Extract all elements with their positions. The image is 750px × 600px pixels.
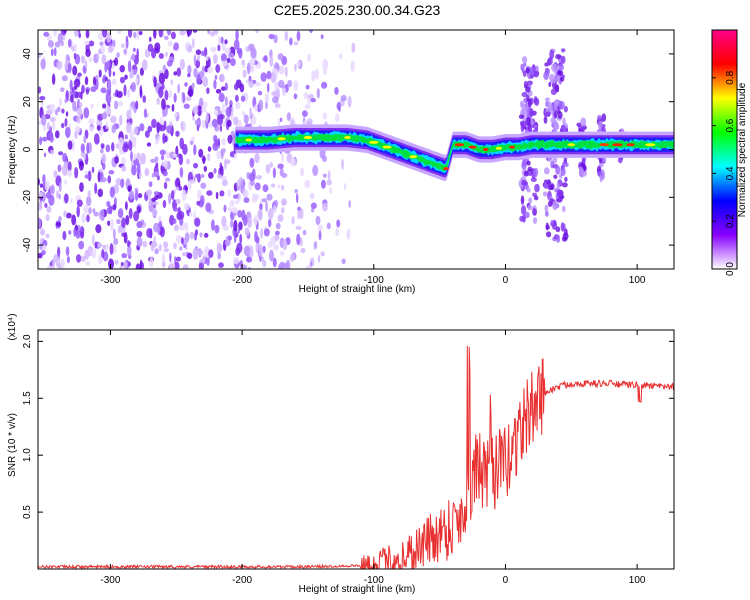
ridge-hotspots (245, 136, 656, 171)
signal-ridge (235, 124, 674, 182)
y-tick-label: -40 (22, 237, 33, 252)
colorbar-tick-label: 0.0 (725, 262, 736, 276)
colorbar-tick-label: 0.8 (725, 70, 736, 84)
noise-speckles (38, 30, 356, 269)
y-tick-label: -20 (22, 190, 33, 205)
snr-y-multiplier: (x10⁴) (7, 313, 18, 340)
x-tick-label: -100 (364, 275, 384, 286)
colorbar-ticks: 0.0 0.2 0.4 0.6 0.8 (712, 70, 736, 276)
y-tick-label: 20 (22, 96, 33, 108)
spectrogram-y-ticks: -40 -20 0 20 40 (22, 48, 674, 252)
x-tick-label: 100 (629, 275, 646, 286)
x-tick-label: 0 (503, 275, 509, 286)
snr-y-ticks: 0.5 1.0 1.5 2.0 (22, 334, 674, 519)
y-tick-label: 1.0 (22, 448, 33, 462)
colorbar-gradient (711, 29, 738, 270)
x-tick-label: -200 (232, 575, 252, 586)
x-tick-label: -200 (232, 275, 252, 286)
x-tick-label: -300 (100, 575, 120, 586)
spectrogram-y-label: Frequency (Hz) (7, 116, 18, 185)
y-tick-label: 0 (22, 146, 33, 152)
spectrogram-x-ticks: -300 -200 -100 0 100 (100, 30, 646, 286)
colorbar-tick-label: 0.6 (725, 118, 736, 132)
y-tick-label: 1.5 (22, 391, 33, 405)
colorbar-tick-label: 0.4 (725, 166, 736, 180)
snr-x-ticks: -300 -200 -100 0 100 (100, 330, 646, 586)
colorbar: 0.0 0.2 0.4 0.6 0.8 Normalized spectral ampl… (711, 29, 748, 276)
snr-frame (37, 329, 675, 570)
colorbar-tick-label: 0.2 (725, 214, 736, 228)
y-tick-label: 0.5 (22, 505, 33, 519)
x-tick-label: -300 (100, 275, 120, 286)
snr-y-label: SNR (10 * v/v) (7, 413, 18, 477)
x-tick-label: 100 (629, 575, 646, 586)
x-tick-label: 0 (503, 575, 509, 586)
snr-line (38, 345, 674, 569)
snr-x-label: Height of straight line (km) (299, 584, 416, 595)
snr-panel: -300 -200 -100 0 100 0.5 1.0 1.5 2.0 Height of … (7, 313, 675, 595)
x-tick-label: -100 (364, 575, 384, 586)
spectrogram-x-label: Height of straight line (km) (299, 284, 416, 295)
y-tick-label: 40 (22, 48, 33, 60)
spectrogram-plot-area (38, 30, 674, 269)
y-tick-label: 2.0 (22, 334, 33, 348)
chart-title: C2E5.2025.230.00.34.G23 (274, 2, 441, 18)
colorbar-label: Normalized spectral amplitude (737, 82, 748, 217)
snr-plot-area (38, 345, 674, 569)
